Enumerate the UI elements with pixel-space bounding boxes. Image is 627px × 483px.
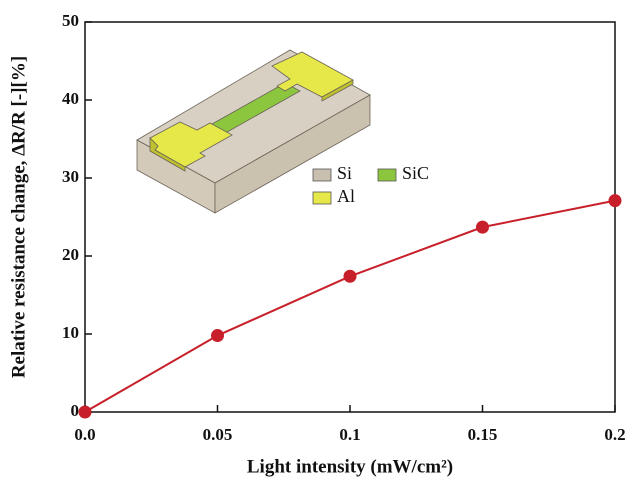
x-axis-label: Light intensity (mW/cm²): [247, 456, 453, 477]
legend-swatch: [313, 192, 331, 204]
x-tick-label: 0.1: [339, 425, 360, 444]
data-point: [344, 270, 357, 283]
legend-swatch: [313, 169, 331, 181]
x-tick-label: 0.15: [468, 425, 498, 444]
legend-label: SiC: [402, 163, 429, 183]
y-tick-label: 20: [62, 245, 79, 264]
data-line: [85, 201, 615, 412]
device-illustration: [137, 50, 370, 213]
x-tick-label: 0.2: [604, 425, 625, 444]
data-point: [476, 221, 489, 234]
legend-label: Al: [337, 186, 355, 206]
legend-swatch: [378, 169, 396, 181]
y-tick-label: 10: [62, 323, 79, 342]
chart: Light intensity (mW/cm²) Relative resist…: [0, 0, 627, 483]
y-tick-label: 50: [62, 11, 79, 30]
x-tick-label: 0.0: [74, 425, 95, 444]
x-tick-label: 0.05: [203, 425, 233, 444]
y-tick-label: 0: [71, 401, 80, 420]
y-tick-label: 30: [62, 167, 79, 186]
data-point: [211, 329, 224, 342]
legend-label: Si: [337, 163, 352, 183]
y-axis-label: Relative resistance change, ΔR/R [-][%]: [8, 56, 29, 378]
y-tick-label: 40: [62, 89, 79, 108]
data-point: [79, 406, 92, 419]
data-point: [609, 194, 622, 207]
